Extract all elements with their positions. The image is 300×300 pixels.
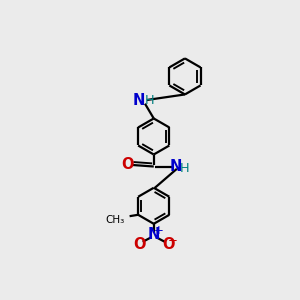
Text: −: − [168,234,178,247]
Text: CH₃: CH₃ [105,215,124,225]
Text: N: N [169,159,182,174]
Text: H: H [180,162,189,175]
Text: +: + [154,224,164,237]
Text: N: N [148,227,160,242]
Text: H: H [144,94,154,107]
Text: O: O [133,237,146,252]
Text: O: O [121,157,134,172]
Text: N: N [132,93,145,108]
Text: O: O [162,237,174,252]
